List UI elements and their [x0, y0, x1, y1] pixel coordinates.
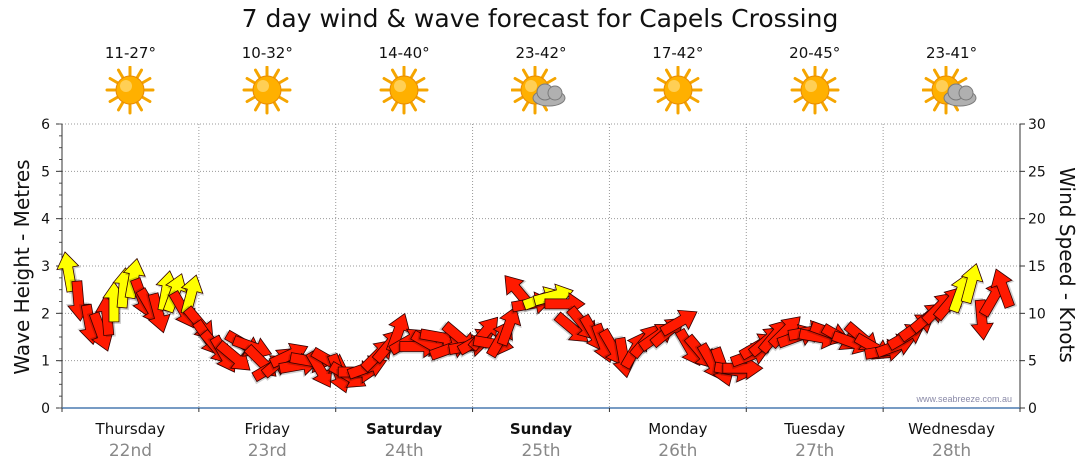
day-forecast-friday: 10-32° — [199, 44, 335, 116]
wind-arrow — [659, 309, 698, 339]
day-date: 28th — [932, 441, 972, 461]
temperature-range: 10-32° — [241, 44, 293, 62]
temperature-range: 11-27° — [104, 44, 156, 62]
day-forecast-tuesday: 20-45° — [747, 44, 883, 116]
wind-arrow — [969, 297, 994, 341]
y-right-tick-label: 20 — [1028, 212, 1046, 228]
sun-icon — [653, 66, 703, 115]
wind-arrow — [496, 306, 522, 349]
day-forecast-saturday: 14-40° — [336, 44, 472, 116]
sun-icon — [242, 66, 292, 115]
chart-title: 7 day wind & wave forecast for Capels Cr… — [241, 4, 839, 33]
y-right-tick-label: 30 — [1028, 117, 1046, 133]
y-left-tick-label: 3 — [41, 259, 50, 275]
y-left-tick-label: 6 — [41, 117, 50, 133]
sun-icon — [790, 66, 840, 115]
y-left-tick-label: 1 — [41, 354, 50, 370]
y-left-tick-label: 4 — [41, 212, 50, 228]
axes: 0 1 2 3 4 5 6 0 5 10 15 20 25 30 — [41, 117, 1046, 417]
y-right-axis-title: Wind Speed - Knots — [1055, 167, 1079, 363]
day-label-tuesday: Tuesday 27th — [747, 420, 883, 461]
sun-cloud-icon — [921, 66, 977, 115]
y-right-tick-label: 15 — [1028, 259, 1046, 275]
wind-arrow — [960, 262, 985, 307]
day-name: Thursday — [95, 420, 166, 438]
wind-arrow — [77, 302, 102, 346]
sun-icon — [105, 66, 155, 115]
day-date: 23rd — [247, 441, 287, 461]
sun-icon — [379, 66, 429, 115]
day-name: Sunday — [509, 420, 573, 438]
day-date: 27th — [795, 441, 835, 461]
day-date: 22nd — [108, 441, 153, 461]
temperature-range: 20-45° — [789, 44, 841, 62]
day-date: 26th — [658, 441, 698, 461]
y-right-tick-label: 25 — [1028, 164, 1046, 180]
day-name: Wednesday — [908, 420, 995, 438]
temperature-range: 14-40° — [378, 44, 430, 62]
day-forecast-wednesday: 23-41° — [884, 44, 1020, 116]
day-name: Saturday — [365, 420, 443, 438]
y-left-axis-title: Wave Height - Metres — [10, 159, 34, 375]
day-name: Tuesday — [784, 420, 846, 438]
day-label-saturday: Saturday 24th — [336, 420, 472, 461]
day-date: 25th — [521, 441, 561, 461]
day-forecast-monday: 17-42° — [610, 44, 746, 116]
y-left-tick-label: 2 — [41, 306, 50, 322]
day-label-wednesday: Wednesday 28th — [884, 420, 1020, 461]
y-right-tick-label: 0 — [1028, 401, 1037, 417]
day-date: 24th — [384, 441, 424, 461]
day-name: Friday — [244, 420, 291, 438]
temperature-range: 23-41° — [926, 44, 978, 62]
wind-arrows — [56, 251, 1018, 394]
grid — [62, 123, 1020, 408]
wind-arrow — [145, 291, 171, 334]
temperature-range: 17-42° — [652, 44, 704, 62]
sun-cloud-icon — [511, 66, 566, 115]
temperature-range: 23-42° — [515, 44, 567, 62]
y-right-tick-label: 5 — [1028, 354, 1037, 370]
wind-arrow — [990, 268, 1018, 310]
y-left-tick-label: 5 — [41, 164, 50, 180]
day-forecast-sunday: 23-42° — [473, 44, 609, 116]
day-label-monday: Monday 26th — [610, 420, 746, 461]
y-right-tick-label: 10 — [1028, 306, 1046, 322]
day-name: Monday — [648, 420, 708, 438]
y-left-tick-label: 0 — [41, 401, 50, 417]
day-forecast-thursday: 11-27° — [62, 44, 198, 116]
watermark: www.seabreeze.com.au — [915, 394, 1012, 404]
day-label-friday: Friday 23rd — [199, 420, 335, 461]
wind-arrow — [213, 339, 251, 371]
day-label-sunday: Sunday 25th — [473, 420, 609, 461]
day-label-thursday: Thursday 22nd — [62, 420, 198, 461]
